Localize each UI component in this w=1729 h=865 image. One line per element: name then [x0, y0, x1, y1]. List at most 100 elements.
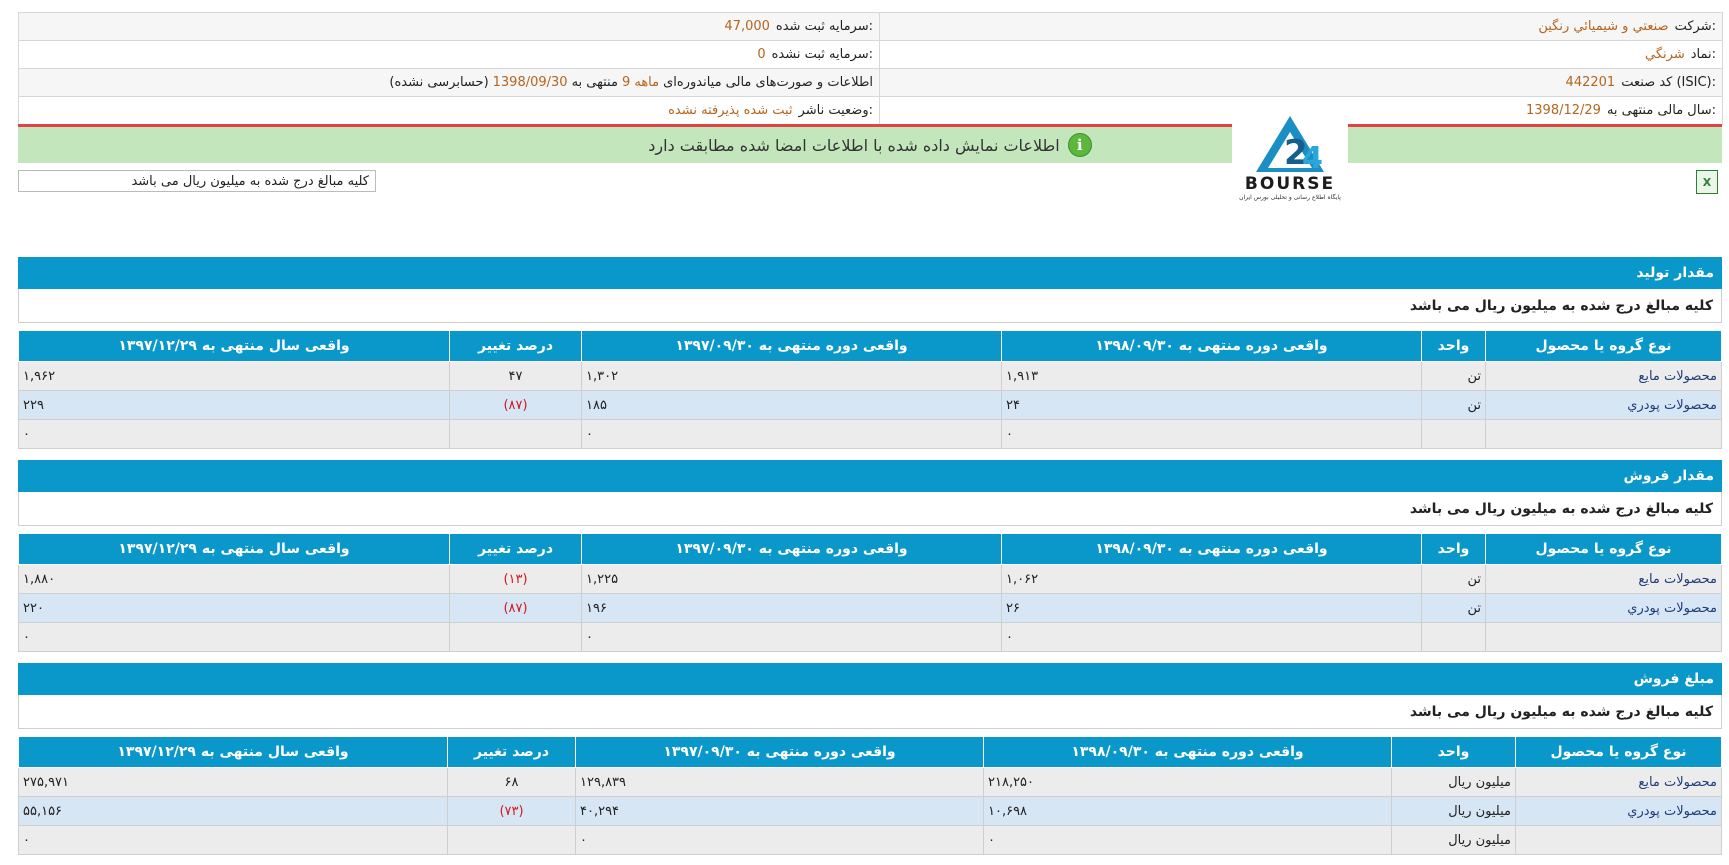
svg-text:2: 2	[1284, 133, 1308, 173]
change-percent	[449, 622, 582, 652]
table-row: محصولات مايع تن ۱,۹۱۳ ۱,۳۰۲ ۴۷ ۱,۹۶۲	[18, 361, 1722, 391]
info-icon: i	[1067, 133, 1092, 157]
previous-value: ۱۹۶	[581, 593, 1002, 623]
col-unit: واحد	[1391, 736, 1516, 768]
current-value: ۲۶	[1001, 593, 1422, 623]
change-percent: (۸۷)	[449, 593, 582, 623]
previous-year-value: ۰	[18, 419, 450, 449]
col-change-percent: درصد تغییر	[449, 533, 582, 565]
current-value: ۱,۹۱۳	[1001, 361, 1422, 391]
change-percent	[447, 825, 576, 855]
previous-year-value: ۰	[18, 622, 450, 652]
fiscal-year-label: سال مالی منتهی به:	[1606, 103, 1716, 118]
table-row: محصولات پودري تن ۲۶ ۱۹۶ (۸۷) ۲۲۰	[18, 593, 1722, 623]
change-percent	[449, 419, 582, 449]
product-unit: تن	[1421, 361, 1486, 391]
info-row-fiscal-year: سال مالی منتهی به: 1398/12/29 وضعیت ناشر…	[19, 97, 1722, 125]
previous-value: ۰	[581, 622, 1002, 652]
col-unit: واحد	[1421, 533, 1486, 565]
col-previous-period: واقعی دوره منتهی به ۱۳۹۷/۰۹/۳۰	[575, 736, 984, 768]
table-header-row: نوع گروه یا محصول واحد واقعی دوره منتهی …	[18, 736, 1722, 768]
previous-value: ۰	[581, 419, 1002, 449]
col-previous-year: واقعی سال منتهی به ۱۳۹۷/۱۲/۲۹	[18, 533, 450, 565]
sales-amount-table: نوع گروه یا محصول واحد واقعی دوره منتهی …	[18, 736, 1722, 855]
symbol-label: نماد:	[1690, 47, 1716, 62]
previous-year-value: ۱,۹۶۲	[18, 361, 450, 391]
symbol-value: شرنگي	[1645, 47, 1685, 62]
bourse-logo-word: BOURSE	[1244, 174, 1336, 194]
previous-value: ۰	[575, 825, 984, 855]
table-row: محصولات مايع میلیون ریال ۲۱۸,۲۵۰ ۱۲۹,۸۳۹…	[18, 767, 1722, 797]
change-percent: (۸۷)	[449, 390, 582, 420]
previous-value: ۱,۲۲۵	[581, 564, 1002, 594]
section-title-sales-quantity: مقدار فروش	[18, 460, 1722, 492]
statements-ending-label: منتهی به	[571, 75, 618, 90]
product-name: محصولات مايع	[1515, 767, 1722, 797]
info-cell-publisher-status: وضعیت ناشر: ثبت شده پذیرفته نشده	[19, 97, 879, 124]
product-name: محصولات مايع	[1485, 361, 1722, 391]
section-note-sales-amount: کلیه مبالغ درج شده به میلیون ریال می باش…	[18, 695, 1722, 729]
isic-value: 442201	[1565, 75, 1616, 90]
current-value: ۲۱۸,۲۵۰	[983, 767, 1392, 797]
info-row-company: شرکت: صنعتي و شيميائي رنگين سرمایه ثبت ش…	[19, 13, 1722, 41]
bourse-logo: 2 4 BOURSE پایگاه اطلاع رسانی و تحلیلی ب…	[1232, 98, 1348, 206]
col-current-period: واقعی دوره منتهی به ۱۳۹۸/۰۹/۳۰	[1001, 330, 1422, 362]
product-unit: میلیون ریال	[1391, 796, 1516, 826]
company-label: شرکت:	[1674, 19, 1716, 34]
section-title-sales-amount: مبلغ فروش	[18, 663, 1722, 695]
statements-date: 1398/09/30	[492, 75, 568, 90]
verification-banner: i اطلاعات نمایش داده شده با اطلاعات امضا…	[18, 127, 1722, 163]
col-current-period: واقعی دوره منتهی به ۱۳۹۸/۰۹/۳۰	[983, 736, 1392, 768]
product-unit: تن	[1421, 564, 1486, 594]
publisher-status-value: ثبت شده پذیرفته نشده	[668, 103, 793, 118]
svg-text:4: 4	[1302, 141, 1323, 176]
table-row: محصولات پودري تن ۲۴ ۱۸۵ (۸۷) ۲۲۹	[18, 390, 1722, 420]
col-product: نوع گروه یا محصول	[1485, 330, 1722, 362]
product-name: محصولات پودري	[1485, 390, 1722, 420]
col-product: نوع گروه یا محصول	[1515, 736, 1722, 768]
previous-value: ۱۲۹,۸۳۹	[575, 767, 984, 797]
production-table: نوع گروه یا محصول واحد واقعی دوره منتهی …	[18, 330, 1722, 449]
current-value: ۰	[983, 825, 1392, 855]
product-name	[1515, 825, 1722, 855]
info-cell-unregistered-capital: سرمایه ثبت نشده: 0	[19, 41, 879, 68]
table-row: ۰ ۰ ۰	[18, 622, 1722, 652]
product-unit: تن	[1421, 390, 1486, 420]
amount-unit-note: کلیه مبالغ درج شده به میلیون ریال می باش…	[18, 170, 376, 192]
section-title-production: مقدار تولید	[18, 257, 1722, 289]
change-percent: (۱۳)	[449, 564, 582, 594]
info-row-symbol: نماد: شرنگي سرمایه ثبت نشده: 0	[19, 41, 1722, 69]
statements-period: 9 ماهه	[621, 75, 660, 90]
header-divider	[18, 124, 1722, 127]
publisher-status-label: وضعیت ناشر:	[798, 103, 873, 118]
table-row: میلیون ریال ۰ ۰ ۰	[18, 825, 1722, 855]
table-row: محصولات پودري میلیون ریال ۱۰,۶۹۸ ۴۰,۲۹۴ …	[18, 796, 1722, 826]
info-cell-registered-capital: سرمایه ثبت شده: 47,000	[19, 13, 879, 40]
col-change-percent: درصد تغییر	[449, 330, 582, 362]
info-cell-fiscal-year: سال مالی منتهی به: 1398/12/29	[879, 97, 1722, 124]
excel-icon[interactable]: X	[1696, 170, 1718, 194]
product-unit: تن	[1421, 593, 1486, 623]
product-name	[1485, 622, 1722, 652]
info-cell-isic: کد صنعت (ISIC): 442201	[879, 69, 1722, 96]
change-percent: ۶۸	[447, 767, 576, 797]
statements-audit-status: (حسابرسی نشده)	[389, 75, 489, 90]
company-info-table: شرکت: صنعتي و شيميائي رنگين سرمایه ثبت ش…	[18, 12, 1723, 125]
table-row: ۰ ۰ ۰	[18, 419, 1722, 449]
previous-year-value: ۲۷۵,۹۷۱	[18, 767, 448, 797]
current-value: ۲۴	[1001, 390, 1422, 420]
fiscal-year-value: 1398/12/29	[1526, 103, 1601, 118]
previous-year-value: ۰	[18, 825, 448, 855]
info-cell-statements: اطلاعات و صورت‌های مالی میاندوره‌ای 9 ما…	[19, 69, 879, 96]
table-header-row: نوع گروه یا محصول واحد واقعی دوره منتهی …	[18, 533, 1722, 565]
isic-label: کد صنعت (ISIC):	[1621, 75, 1716, 90]
product-unit: میلیون ریال	[1391, 825, 1516, 855]
change-percent: ۴۷	[449, 361, 582, 391]
previous-year-value: ۱,۸۸۰	[18, 564, 450, 594]
previous-value: ۴۰,۲۹۴	[575, 796, 984, 826]
col-change-percent: درصد تغییر	[447, 736, 576, 768]
product-unit	[1421, 622, 1486, 652]
col-current-period: واقعی دوره منتهی به ۱۳۹۸/۰۹/۳۰	[1001, 533, 1422, 565]
product-name: محصولات پودري	[1485, 593, 1722, 623]
info-cell-symbol: نماد: شرنگي	[879, 41, 1722, 68]
